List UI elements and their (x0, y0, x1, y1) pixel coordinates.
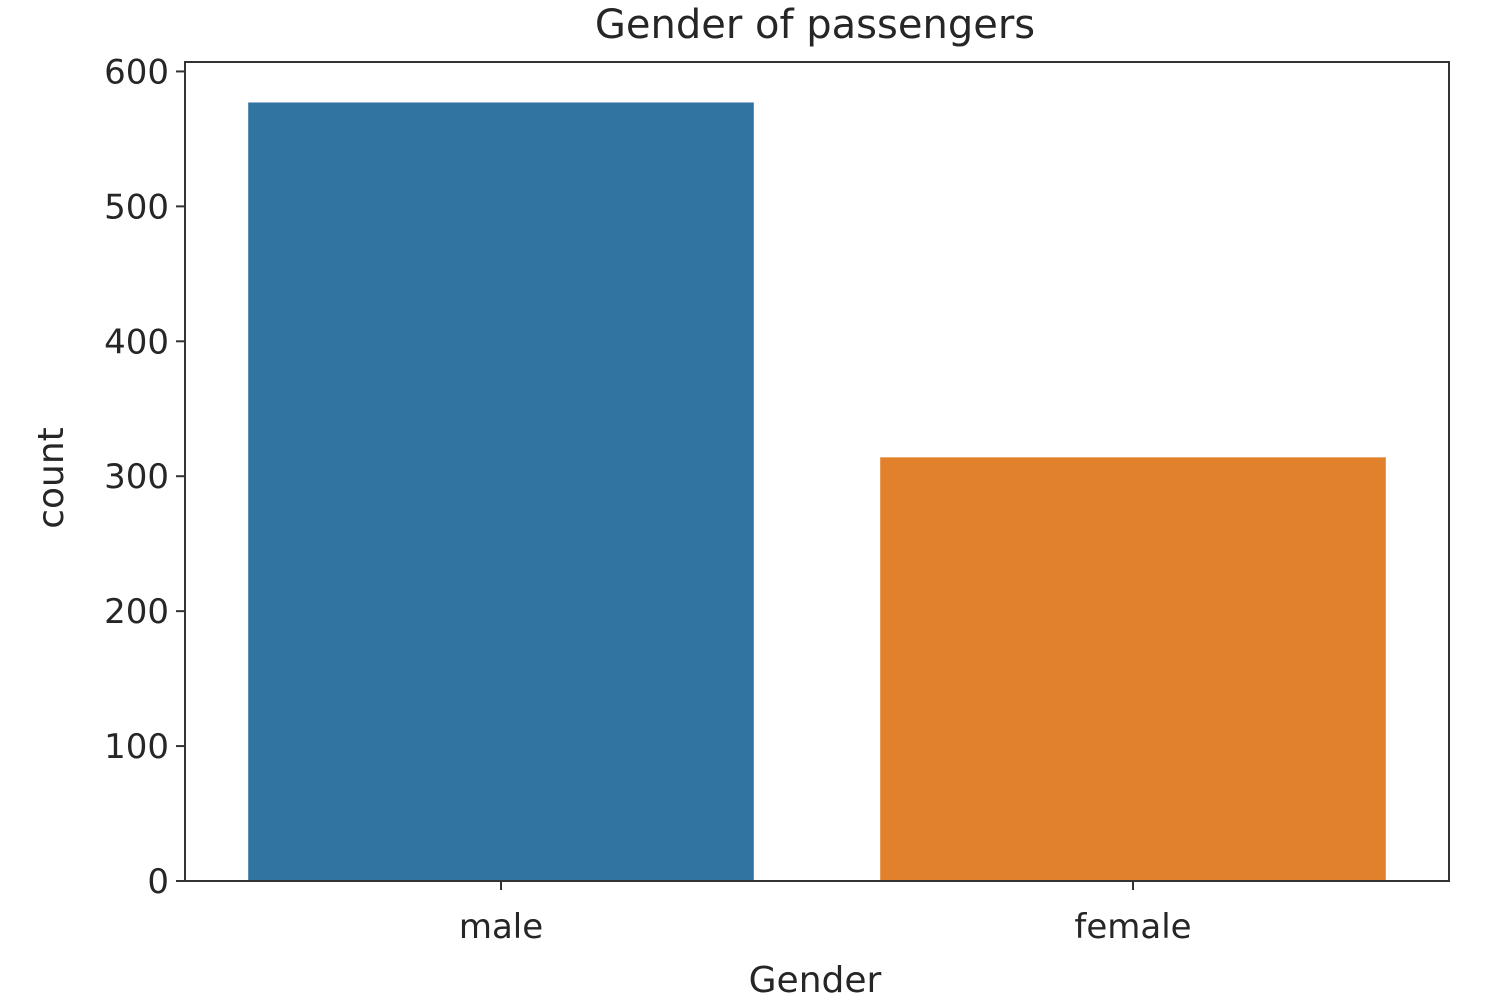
x-axis-ticks: male female (459, 881, 1192, 947)
x-axis-title: Gender (749, 960, 882, 1000)
y-axis-title: count (31, 427, 72, 529)
y-tick-label: 100 (104, 727, 169, 767)
y-tick-label: 200 (104, 592, 169, 632)
y-tick-label: 300 (104, 457, 169, 497)
y-tick-label: 400 (104, 322, 169, 362)
y-tick-label: 500 (104, 187, 169, 227)
chart-title: Gender of passengers (595, 2, 1035, 48)
x-tick-label: female (1074, 907, 1191, 947)
y-tick-label: 0 (147, 862, 169, 902)
bar-male (248, 102, 754, 881)
bars (248, 102, 1386, 881)
y-tick-label: 600 (104, 52, 169, 92)
y-axis-ticks: 0 100 200 300 400 500 600 (104, 52, 185, 902)
bar-female (880, 457, 1386, 881)
plot-frame (184, 61, 1450, 882)
x-tick-label: male (459, 907, 543, 947)
